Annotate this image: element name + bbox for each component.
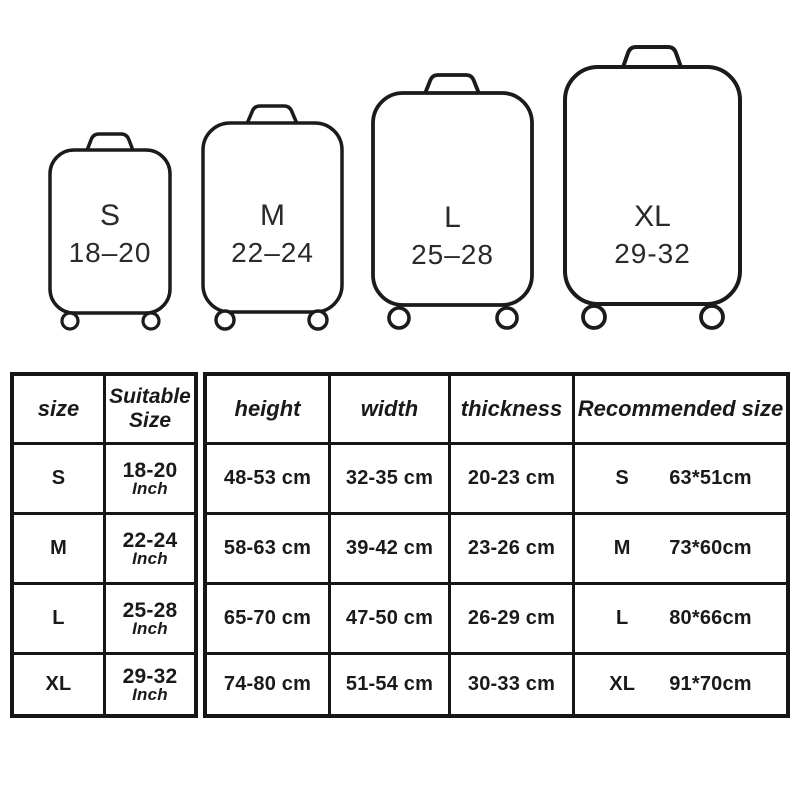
size-table-cell-size: S	[14, 442, 103, 512]
dim-table-header-thickness: thickness	[448, 376, 572, 442]
suitcase-m-wheel-icon	[307, 309, 329, 331]
suitable-range: 29-32	[122, 665, 178, 688]
dim-table-header-recommended: Recommended size	[572, 376, 786, 442]
suitcase-xl-wheel-icon	[699, 304, 725, 330]
suitcase-m-label: M 22–24	[203, 197, 342, 271]
suitcase-xl-label: XL 29-32	[565, 198, 740, 272]
recommended-size-letter: XL	[609, 673, 636, 695]
dim-cell-height: 58-63 cm	[207, 512, 328, 582]
recommended-size-letter: M	[613, 537, 631, 559]
suitcase-s-body-icon	[48, 148, 172, 315]
dim-cell-recommended: S 63*51cm	[572, 442, 786, 512]
suitcase-size-range: 29-32	[614, 238, 691, 269]
dim-cell-thickness: 30-33 cm	[448, 652, 572, 714]
suitcase-s-wheel-icon	[60, 311, 80, 331]
recommended-size-dimensions: 91*70cm	[669, 673, 752, 695]
suitcase-xl-handle-icon	[620, 45, 684, 72]
dim-cell-recommended: XL 91*70cm	[572, 652, 786, 714]
suitable-unit: Inch	[132, 685, 168, 704]
suitable-range: 22-24	[122, 529, 178, 552]
suitcase-size-letter: L	[444, 201, 461, 234]
size-table-cell-size: M	[14, 512, 103, 582]
dim-cell-width: 47-50 cm	[328, 582, 448, 652]
dim-cell-width: 51-54 cm	[328, 652, 448, 714]
recommended-size-letter: L	[615, 607, 629, 629]
suitcase-m-handle-icon	[244, 104, 300, 128]
suitable-unit: Inch	[132, 479, 168, 498]
suitcase-xl-wheel-icon	[581, 304, 607, 330]
dim-cell-recommended: L 80*66cm	[572, 582, 786, 652]
recommended-size-dimensions: 73*60cm	[669, 537, 752, 559]
suitcase-size-letter: M	[260, 199, 285, 232]
dim-cell-thickness: 20-23 cm	[448, 442, 572, 512]
suitcase-size-range: 18–20	[68, 237, 152, 268]
suitcase-l-wheel-icon	[495, 306, 519, 330]
size-table-header-suitable: Suitable Size	[103, 376, 194, 442]
recommended-size-letter: S	[615, 467, 629, 489]
size-table-header-size: size	[37, 396, 80, 421]
dim-cell-height: 48-53 cm	[207, 442, 328, 512]
size-table: size Suitable Size S 18-20 Inch M 22-24 …	[10, 372, 198, 718]
suitcase-size-letter: XL	[634, 200, 671, 233]
suitcase-l-wheel-icon	[387, 306, 411, 330]
size-table-cell-size: XL	[14, 652, 103, 714]
dim-cell-recommended: M 73*60cm	[572, 512, 786, 582]
suitable-range: 25-28	[122, 599, 178, 622]
suitcase-illustrations	[48, 45, 742, 331]
dim-cell-height: 74-80 cm	[207, 652, 328, 714]
suitcase-l-handle-icon	[422, 73, 482, 98]
suitcase-m-body-icon	[201, 121, 344, 314]
dim-cell-width: 39-42 cm	[328, 512, 448, 582]
suitcase-m-wheel-icon	[214, 309, 236, 331]
suitcase-s-label: S 18–20	[50, 197, 170, 271]
suitcase-size-range: 25–28	[411, 239, 494, 270]
suitcase-xl-body-icon	[563, 65, 742, 306]
dim-table-header-width: width	[328, 376, 448, 442]
suitcase-l-label: L 25–28	[373, 199, 532, 273]
suitcase-s-wheel-icon	[141, 311, 161, 331]
dimensions-table: height width thickness Recommended size …	[203, 372, 790, 718]
suitcase-size-range: 22–24	[231, 237, 314, 268]
size-table-cell-suitable: 25-28 Inch	[103, 582, 194, 652]
recommended-size-dimensions: 80*66cm	[669, 607, 752, 629]
size-table-cell-suitable: 22-24 Inch	[103, 512, 194, 582]
suitable-range: 18-20	[122, 459, 178, 482]
dim-cell-thickness: 23-26 cm	[448, 512, 572, 582]
dim-cell-thickness: 26-29 cm	[448, 582, 572, 652]
suitcase-l-body-icon	[371, 91, 534, 307]
dim-cell-height: 65-70 cm	[207, 582, 328, 652]
suitable-unit: Inch	[132, 549, 168, 568]
suitcase-size-letter: S	[99, 199, 120, 232]
suitable-unit: Inch	[132, 619, 168, 638]
dim-table-header-height: height	[234, 396, 301, 421]
recommended-size-dimensions: 63*51cm	[669, 467, 752, 489]
size-table-cell-suitable: 29-32 Inch	[103, 652, 194, 714]
size-table-cell-suitable: 18-20 Inch	[103, 442, 194, 512]
dim-cell-width: 32-35 cm	[328, 442, 448, 512]
size-table-cell-size: L	[14, 582, 103, 652]
